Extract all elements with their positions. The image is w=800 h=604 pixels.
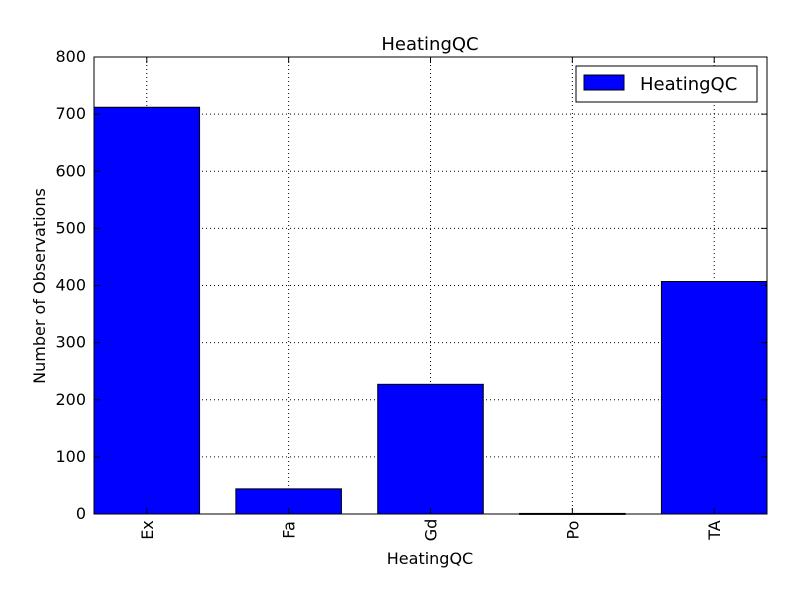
y-tick-label: 500: [55, 218, 86, 237]
legend: HeatingQC: [575, 65, 758, 103]
x-tick-label: Fa: [280, 521, 299, 539]
y-tick-label: 400: [55, 276, 86, 295]
y-tick-label: 700: [55, 104, 86, 123]
y-tick-label: 200: [55, 390, 86, 409]
y-tick-label: 0: [76, 504, 86, 523]
legend-swatch: [583, 74, 625, 91]
bar-gd: [377, 383, 484, 515]
y-tick-label: 800: [55, 47, 86, 66]
bar-ta: [660, 281, 768, 515]
x-tick-label: Ex: [138, 520, 157, 540]
y-tick-label: 300: [55, 333, 86, 352]
chart-title: HeatingQC: [381, 34, 478, 55]
y-tick-label: 600: [55, 161, 86, 180]
y-axis-label: Number of Observations: [30, 188, 49, 384]
axis-ticks: [94, 56, 767, 515]
legend-label: HeatingQC: [640, 74, 737, 95]
x-tick-labels: Ex Fa Gd Po TA: [138, 519, 724, 542]
x-tick-label: TA: [705, 520, 724, 541]
plot-frame: [93, 56, 768, 515]
y-tick-label: 100: [55, 447, 86, 466]
bar-series: [93, 106, 768, 515]
x-axis-label: HeatingQC: [387, 549, 473, 568]
x-tick-label: Gd: [422, 519, 441, 542]
x-tick-label: Po: [563, 521, 582, 540]
y-tick-labels: 0 100 200 300 400 500 600 700 800: [55, 47, 86, 523]
bar-ex: [93, 106, 201, 515]
